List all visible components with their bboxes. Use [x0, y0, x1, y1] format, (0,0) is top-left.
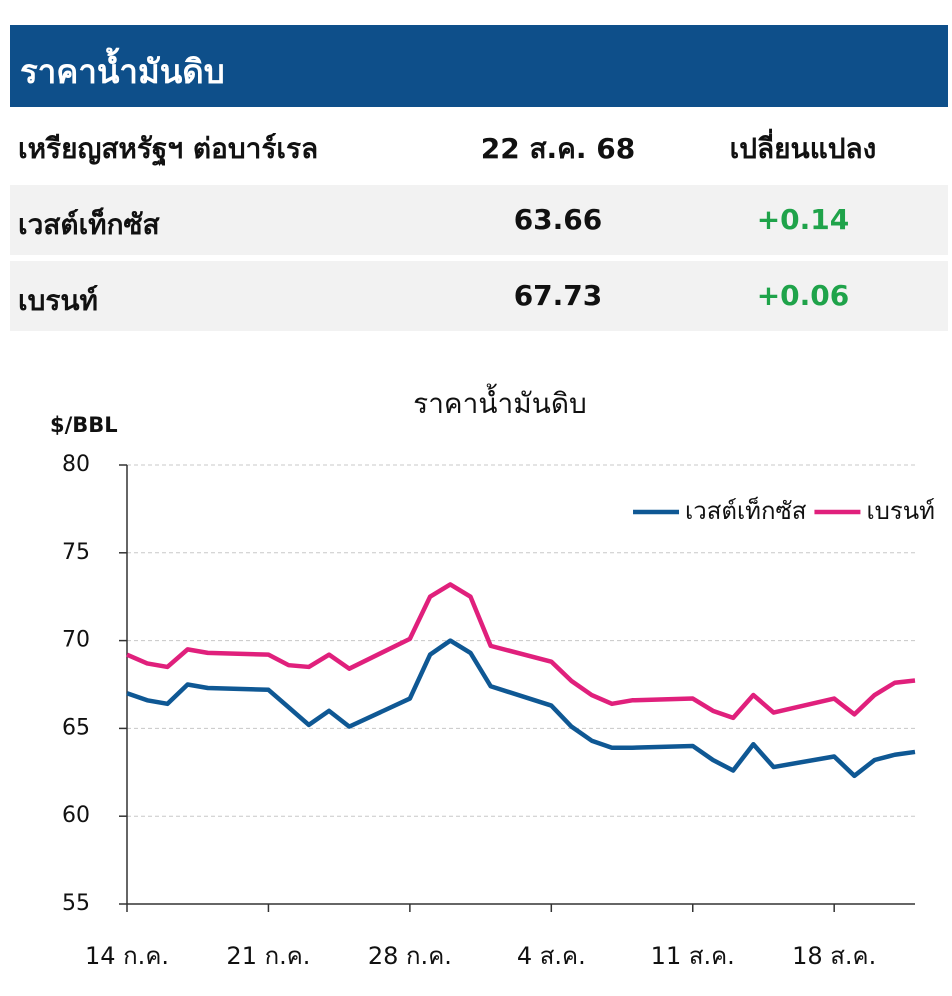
table-row: เบรนท์ 67.73 +0.06 — [10, 261, 948, 331]
cell: เวสต์เท็กซัส — [18, 208, 160, 241]
change-cell: +0.14 — [756, 203, 850, 236]
y-tick-label: 65 — [62, 715, 90, 740]
y-tick-label: 80 — [62, 452, 90, 477]
series-line — [126, 582, 916, 721]
cell: เบรนท์ — [18, 284, 98, 317]
header-bar: ราคาน้ำมันดิบ — [10, 25, 948, 107]
x-tick-label: 4 ส.ค. — [517, 942, 586, 970]
y-tick-label: 60 — [62, 803, 90, 828]
y-tick-label: 70 — [62, 628, 90, 653]
y-tick-label: 55 — [62, 891, 90, 916]
cell: 67.73 — [513, 279, 603, 312]
header-cell: เหรียญสหรัฐฯ ต่อบาร์เรล — [18, 132, 319, 165]
table-header: เหรียญสหรัฐฯ ต่อบาร์เรล 22 ส.ค. 68 เปลี่… — [10, 109, 948, 179]
header-cell: 22 ส.ค. 68 — [480, 132, 636, 165]
table-row: เวสต์เท็กซัส 63.66 +0.14 — [10, 185, 948, 255]
change-cell: +0.06 — [756, 279, 850, 312]
chart-title: ราคาน้ำมันดิบ — [413, 383, 587, 420]
x-tick-label: 14 ก.ค. — [85, 942, 169, 970]
legend-label: เวสต์เท็กซัส — [685, 496, 807, 525]
x-tick-label: 11 ส.ค. — [651, 942, 735, 970]
cell: 63.66 — [513, 203, 603, 236]
x-tick-label: 18 ส.ค. — [792, 942, 876, 970]
chart: ราคาน้ำมันดิบ $/BBL 55 60 65 70 75 80 14 ก.ค. 2… — [50, 383, 935, 970]
x-tick-label: 28 ก.ค. — [368, 942, 452, 970]
x-tick-label: 21 ก.ค. — [226, 942, 310, 970]
y-tick-label: 75 — [62, 540, 90, 565]
header-title: ราคาน้ำมันดิบ — [20, 52, 225, 91]
legend-label: เบรนท์ — [866, 497, 935, 525]
y-axis-label: $/BBL — [50, 413, 118, 437]
series-line — [126, 638, 916, 779]
header-cell: เปลี่ยนแปลง — [729, 132, 877, 165]
